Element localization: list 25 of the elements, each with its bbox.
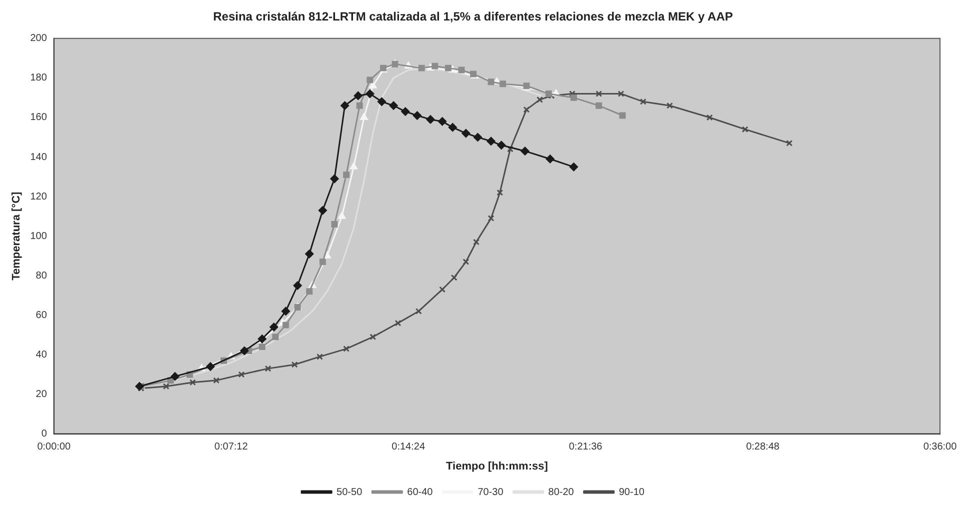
y-tick-label: 100 (30, 230, 48, 242)
x-axis-title: Tiempo [hh:mm:ss] (446, 460, 548, 472)
y-tick-label: 80 (36, 270, 48, 282)
chart-title: Resina cristalán 812-LRTM catalizada al 1,5% a diferentes relaciones de mezcla MEK y AAP (213, 10, 733, 24)
x-tick-label: 0:00:00 (37, 442, 71, 453)
y-tick-label: 120 (30, 191, 48, 202)
y-tick-label: 20 (36, 389, 48, 400)
legend-label: 50-50 (336, 486, 363, 498)
x-tick-label: 0:28:48 (746, 442, 780, 453)
x-tick-label: 0:36:00 (923, 442, 958, 453)
y-tick-label: 200 (30, 33, 48, 44)
x-tick-label: 0:21:36 (568, 442, 603, 453)
y-tick-label: 180 (30, 72, 48, 84)
legend-label: 90-10 (618, 486, 645, 498)
y-tick-label: 0 (41, 428, 48, 440)
legend-label: 70-30 (478, 486, 504, 498)
y-tick-label: 160 (30, 112, 48, 124)
x-tick-label: 0:14:24 (392, 442, 426, 453)
legend-label: 80-20 (548, 486, 574, 498)
x-tick-label: 0:07:12 (214, 442, 248, 453)
legend-label: 60-40 (407, 486, 434, 498)
y-tick-label: 60 (36, 310, 48, 321)
y-tick-label: 140 (30, 152, 48, 163)
y-tick-label: 40 (36, 349, 48, 360)
y-axis-title: Temperatura [°C] (10, 191, 23, 280)
